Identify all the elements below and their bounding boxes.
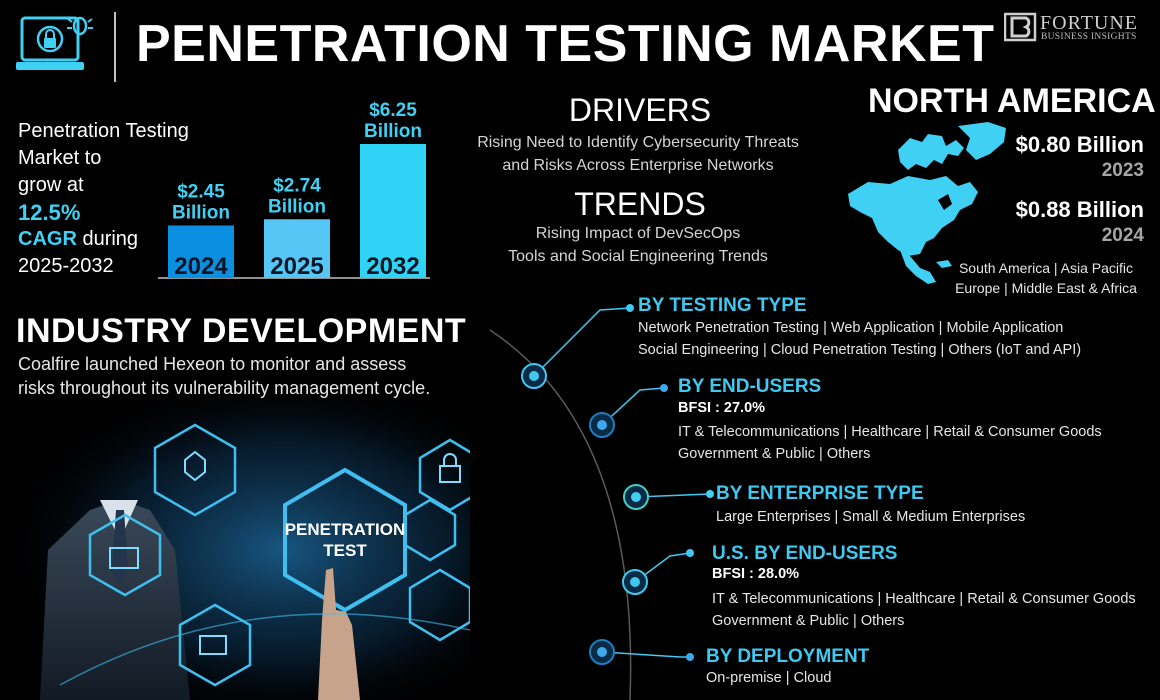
card-hexagon-icon [178,603,252,687]
na-year-2023: 2023 [1101,160,1144,181]
chart-data-label-unit: Billion [268,196,326,217]
center-hexagon [283,467,407,613]
screen-label-2: TEST [323,541,367,560]
other-regions: South America | Asia Pacific Europe | Mi… [940,258,1152,298]
segment-end-users-title: BY END-USERS [678,376,822,397]
cagr-label: CAGR [18,228,77,250]
segment-end-users-highlight: BFSI : 27.0% [678,400,766,416]
segment-testing-type-line: Network Penetration Testing | Web Applic… [638,320,1064,336]
chart-category-label: 2032 [366,253,419,280]
industry-line: risks throughout its vulnerability manag… [18,378,431,398]
chart-bar-2032 [360,144,426,278]
chart-category-label: 2025 [270,253,323,280]
brand-logo: FORTUNE BUSINESS INSIGHTS [1003,12,1148,44]
chart-bar-2025 [264,219,330,278]
na-value-2023: $0.80 Billion [1015,132,1144,157]
segment-connectors [489,304,714,700]
industry-line: Coalfire launched Hexeon to monitor and … [18,354,407,374]
market-bar-chart: 2024$2.45Billion2025$2.74Billion2032$6.2… [158,100,430,280]
header-divider [114,12,116,82]
segment-end-users-line: Government & Public | Others [678,446,871,462]
chart-data-label-value: $2.74 [273,175,321,196]
chart-data-label-unit: Billion [364,121,422,142]
page-title: PENETRATION TESTING MARKET [136,15,995,73]
segment-us-end-users-line: Government & Public | Others [712,613,905,629]
drivers-title: DRIVERS [568,92,712,128]
chart-bar-2024 [168,225,234,278]
na-year-2024: 2024 [1101,225,1144,246]
regions-line: South America | Asia Pacific [958,260,1134,276]
segment-testing-type-title: BY TESTING TYPE [638,295,807,316]
doc-lock-hexagon-icon [403,498,457,562]
chart-data-label-value: $6.25 [369,100,417,121]
intro-line: grow at [18,174,84,196]
brand-mark-icon [1003,12,1037,42]
segment-end-users-line: IT & Telecommunications | Healthcare | R… [678,424,1102,440]
intro-line: Penetration Testing [18,120,189,142]
lock-hexagon-icon [418,438,470,512]
segment-us-end-users-highlight: BFSI : 28.0% [712,566,800,582]
trends-text: Rising Impact of DevSecOps Tools and Soc… [458,222,818,268]
north-america-map-icon [848,122,1006,284]
penetration-test-illustration: PENETRATION TEST [0,400,470,700]
north-america-title: NORTH AMERICA [868,82,1156,120]
trends-line: Tools and Social Engineering Trends [508,248,768,265]
regions-line: Europe | Middle East & Africa [955,280,1137,296]
laptop-lock-bug-icon [14,12,98,78]
drivers-text: Rising Need to Identify Cybersecurity Th… [458,131,818,177]
segment-us-end-users-line: IT & Telecommunications | Healthcare | R… [712,591,1136,607]
screen-label-1: PENETRATION [285,520,406,539]
sword-shield-hexagon-icon [408,568,470,642]
drivers-line: Rising Need to Identify Cybersecurity Th… [477,134,799,151]
intro-line: Market to [18,147,102,169]
segment-enterprise-type-title: BY ENTERPRISE TYPE [716,483,924,504]
intro-line: CAGR during [18,226,198,253]
industry-development-title: INDUSTRY DEVELOPMENT [16,312,467,350]
growth-intro: Penetration Testing Market to grow at 12… [18,118,198,280]
chart-category-label: 2024 [174,253,228,280]
cagr-value: 12.5% [18,200,81,225]
segment-enterprise-type-line: Large Enterprises | Small & Medium Enter… [716,509,1026,525]
trends-line: Rising Impact of DevSecOps [535,225,741,242]
chart-data-label-value: $2.45 [177,181,225,202]
segment-us-end-users-title: U.S. BY END-USERS [712,543,898,564]
na-value-2024: $0.88 Billion [1015,197,1144,222]
image-lock-hexagon-icon [88,513,162,597]
segment-testing-type-line: Social Engineering | Cloud Penetration T… [638,342,1082,358]
trends-title: TRENDS [574,186,706,222]
industry-development-text: Coalfire launched Hexeon to monitor and … [18,352,458,400]
drivers-line: and Risks Across Enterprise Networks [502,157,774,174]
brand-name: FORTUNE [1040,12,1139,34]
intro-line: 2025-2032 [18,255,114,277]
intro-line-suffix: during [76,228,139,250]
brand-subtitle: BUSINESS INSIGHTS [1041,32,1137,42]
chart-data-label-unit: Billion [172,202,230,223]
shield-hexagon-icon [153,423,237,517]
segment-deployment-title: BY DEPLOYMENT [706,646,870,667]
segment-deployment-line: On-premise | Cloud [706,670,832,686]
